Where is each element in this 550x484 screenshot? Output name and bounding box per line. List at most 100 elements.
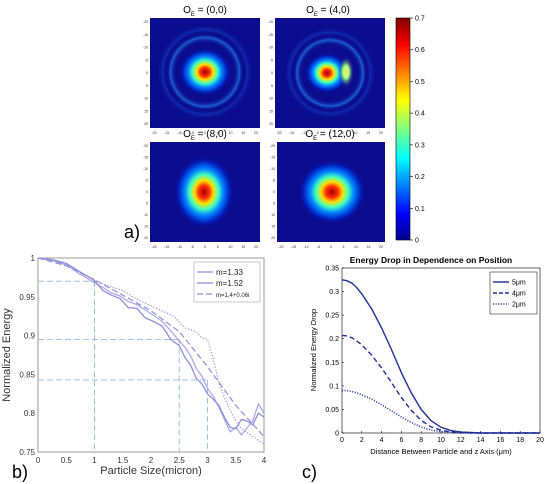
plot-c-y-tick: 0.2 — [329, 336, 339, 343]
heatmap-y-tick: -10 — [268, 46, 273, 50]
plot-c-series — [341, 279, 540, 434]
plot-b-legend-entries: m=1.33 m=1.52 m=1.4+0.06i — [197, 268, 249, 299]
heatmap-x-tick: -15 — [289, 131, 294, 135]
heatmap-x-tick: -20 — [276, 131, 281, 135]
heatmap-y-tick: 5 — [273, 202, 275, 206]
heatmap-x-tick: 0 — [204, 245, 206, 249]
heatmap-x-tick: -10 — [302, 131, 307, 135]
plot-b-legend-label: m=1.52 — [216, 279, 243, 288]
heatmap-y-tick: 5 — [146, 84, 148, 88]
heatmap-y-tick: 5 — [271, 84, 273, 88]
heatmap-subplot-4: OE = (12,0) — [277, 129, 385, 242]
heatmap-3-spot — [174, 156, 234, 228]
heatmap-y-tick: 20 — [271, 236, 275, 240]
heatmap-y-tick: -15 — [143, 33, 148, 37]
plot-c-legend-label: 2μm — [512, 302, 526, 309]
plot-b-x-tick: 1.5 — [117, 456, 129, 465]
heatmap-x-tick: 5 — [343, 245, 345, 249]
colorbar-tick-label: 0.3 — [415, 142, 425, 149]
panel-a: a) OE = (0,0) OE = (4,0) OE = (8,0) OE =… — [124, 5, 425, 249]
heatmap-3-title: OE = (8,0) — [183, 129, 227, 142]
plot-b-series-line — [37, 257, 265, 445]
heatmap-x-tick: 10 — [354, 245, 358, 249]
plot-b-ylabel: Normalized Energy — [1, 308, 13, 402]
heatmap-y-tick: -10 — [143, 167, 148, 171]
plot-b-x-tick: 4 — [262, 456, 267, 465]
heatmap-x-tick: -5 — [317, 245, 320, 249]
plot-c-x-tick: 10 — [437, 437, 445, 444]
heatmap-subplot-2: OE = (4,0) — [275, 5, 385, 128]
plot-c-y-tick: 0.3 — [329, 289, 339, 296]
plot-b-x-tick: 3 — [205, 456, 210, 465]
heatmap-y-tick: -5 — [270, 58, 273, 62]
plot-c-x-ticks: 0 2 4 6 8 10 12 14 16 18 20 — [340, 431, 544, 444]
heatmap-x-tick: 5 — [217, 131, 219, 135]
heatmap-x-tick: -15 — [291, 245, 296, 249]
plot-c-y-tick: 0.35 — [325, 266, 339, 273]
panel-c-label: c) — [302, 462, 317, 482]
panel-c: c) Energy Drop in Dependence on Position… — [302, 255, 544, 482]
heatmap-y-tick: 10 — [269, 97, 273, 101]
heatmap-subplot-3: OE = (8,0) — [150, 129, 260, 242]
plot-b-x-ticks: 0 0.5 1 1.5 2 2.5 3 3.5 4 — [36, 456, 267, 465]
plot-b-series-line — [37, 257, 265, 436]
heatmap-x-tick: 20 — [379, 245, 383, 249]
heatmap-x-tick: -20 — [151, 131, 156, 135]
plot-b-y-tick: 0.75 — [19, 448, 35, 457]
plot-c-x-tick: 6 — [399, 437, 403, 444]
colorbar-gradient — [395, 17, 411, 241]
colorbar-tick-label: 0.1 — [415, 206, 425, 213]
heatmap-x-tick: -15 — [164, 131, 169, 135]
colorbar-tick-label: 0.6 — [415, 47, 425, 54]
plot-b-y-tick: 0.8 — [24, 409, 36, 418]
plot-c-legend-box — [489, 271, 538, 315]
heatmap-y-tick: 15 — [144, 225, 148, 229]
heatmap-tick-labels: -20 -20 -15 -15 -10 -10 -5 -5 0 0 5 5 10 10 15 15 20 20 -2… — [143, 20, 383, 249]
panel-a-label: a) — [124, 222, 140, 242]
plot-b-xlabel: Particle Size(micron) — [100, 465, 201, 477]
colorbar-tick-label: 0 — [415, 238, 419, 245]
heatmap-x-tick: 15 — [367, 245, 371, 249]
plot-b-y-tick: 1 — [31, 254, 36, 263]
heatmap-y-tick: 15 — [144, 109, 148, 113]
plot-c-legend-entries: 5μm 4μm 2μm — [493, 280, 526, 309]
plot-b-legend-label: m=1.4+0.06i — [216, 293, 249, 299]
heatmap-y-tick: 20 — [269, 122, 273, 126]
plot-c-legend-label: 5μm — [512, 280, 526, 287]
plot-c-x-tick: 4 — [380, 437, 384, 444]
heatmap-y-tick: -5 — [145, 179, 148, 183]
heatmap-x-tick: 20 — [254, 245, 258, 249]
heatmap-2-spot — [305, 53, 349, 93]
heatmap-y-tick: -10 — [143, 46, 148, 50]
heatmap-x-tick: -20 — [151, 245, 156, 249]
heatmap-y-tick: 0 — [271, 71, 273, 75]
plot-b-legend-box — [193, 261, 261, 303]
heatmap-4-spot — [298, 160, 366, 224]
heatmap-1-spot — [179, 48, 231, 96]
heatmap-x-tick: 20 — [254, 131, 258, 135]
heatmap-y-tick: -10 — [270, 167, 275, 171]
plot-b-x-tick: 0 — [36, 456, 41, 465]
heatmap-x-tick: -5 — [191, 131, 194, 135]
heatmap-y-tick: 20 — [144, 236, 148, 240]
heatmap-y-tick: -20 — [143, 144, 148, 148]
heatmap-y-tick: 10 — [144, 213, 148, 217]
heatmap-x-tick: 10 — [354, 131, 358, 135]
plot-b-y-tick: 0.95 — [19, 293, 35, 302]
heatmap-x-tick: 20 — [379, 131, 383, 135]
heatmap-y-tick: -20 — [143, 20, 148, 24]
heatmap-y-tick: -15 — [143, 156, 148, 160]
heatmap-y-tick: 10 — [271, 213, 275, 217]
plot-c-x-tick: 16 — [497, 437, 505, 444]
plot-c-x-tick: 20 — [536, 437, 544, 444]
heatmap-x-tick: 10 — [229, 245, 233, 249]
plot-b-guides — [38, 280, 208, 452]
plot-c-ylabel: Normalized Energy Drop — [309, 309, 318, 391]
plot-c-x-tick: 8 — [419, 437, 423, 444]
heatmap-x-tick: -5 — [316, 131, 319, 135]
heatmap-x-tick: -20 — [278, 245, 283, 249]
heatmap-y-tick: 0 — [146, 190, 148, 194]
plot-b-x-tick: 0.5 — [61, 456, 73, 465]
colorbar-ticks: 0 0.1 0.2 0.3 0.4 0.5 0.6 0.7 — [410, 16, 425, 245]
